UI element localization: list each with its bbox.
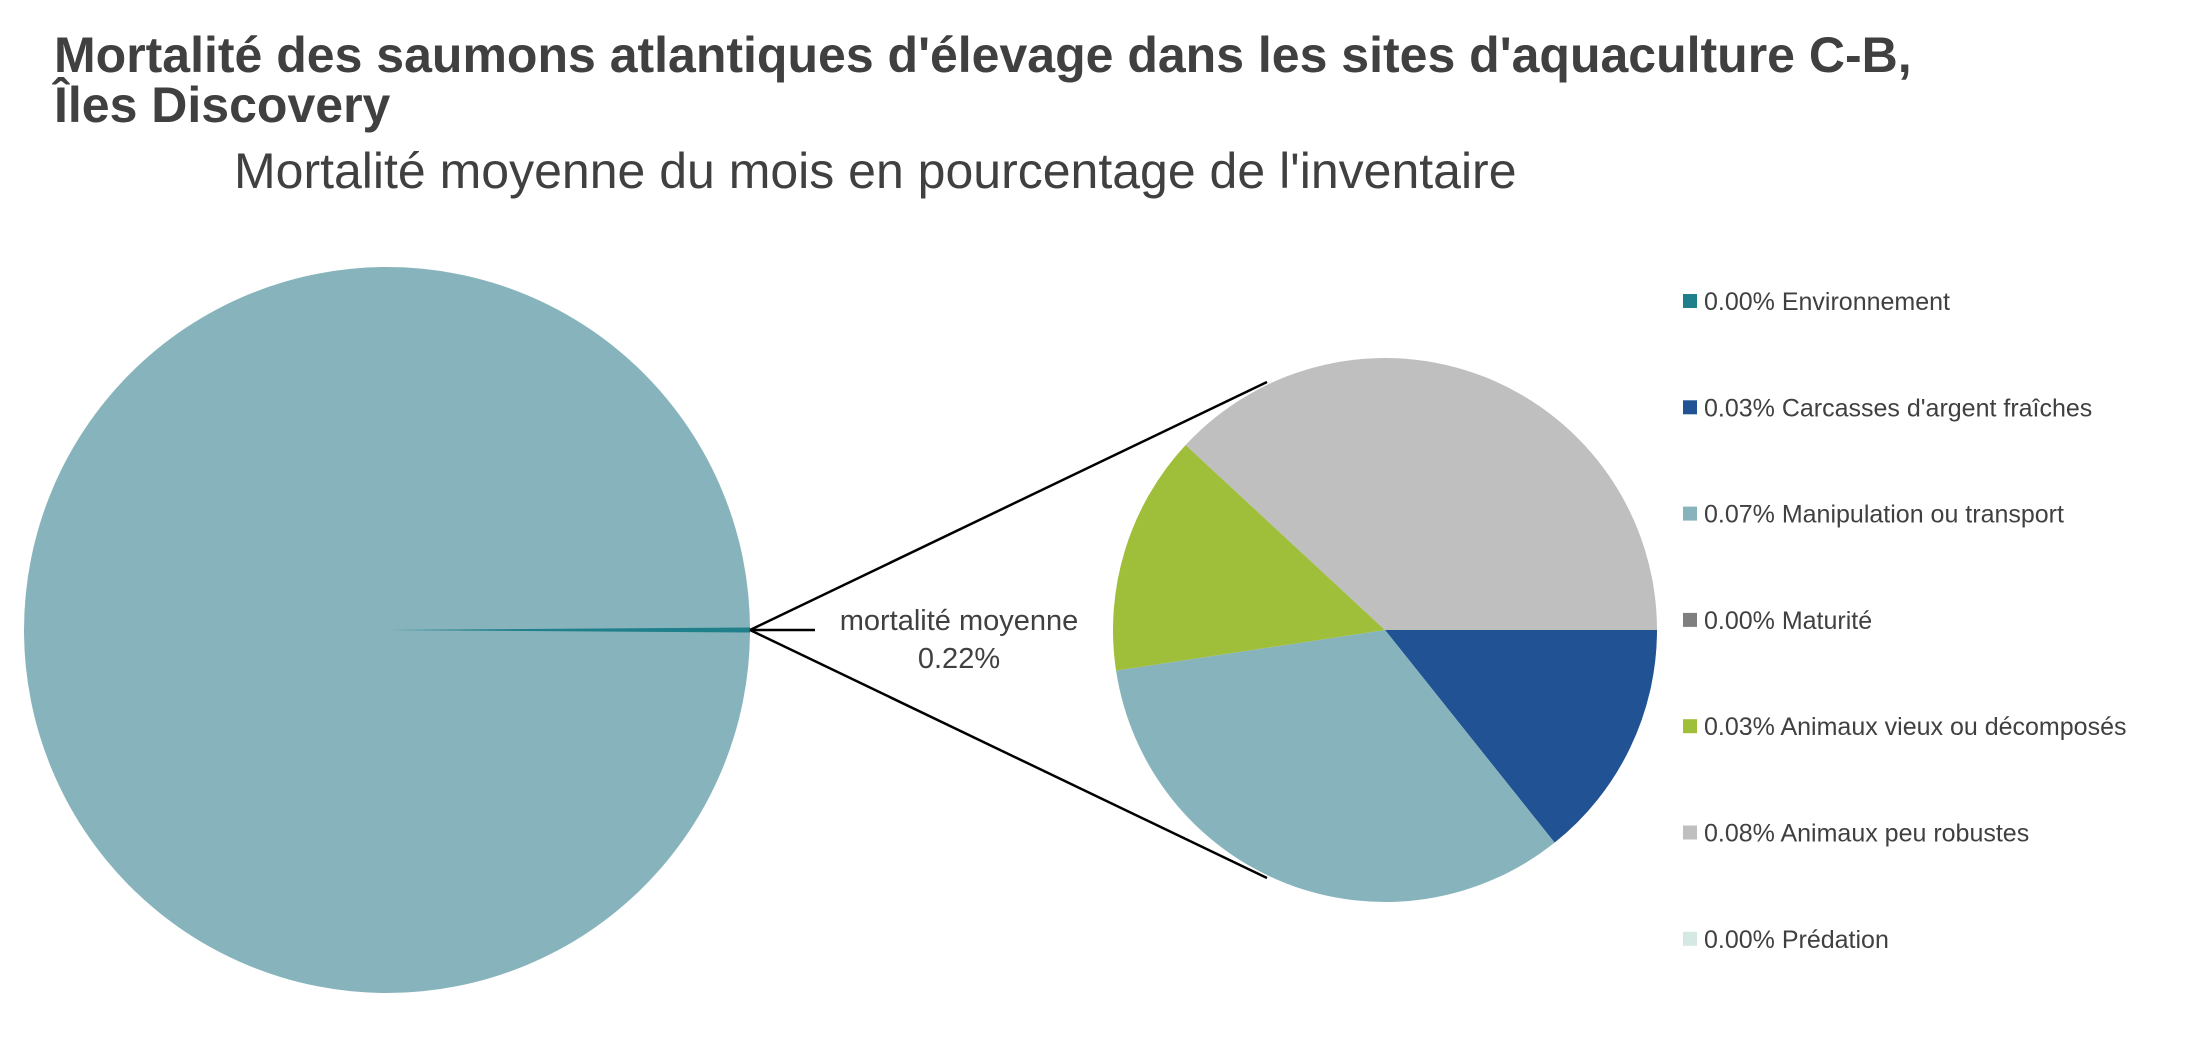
pie-slice-5 [1185,358,1657,630]
secondary-pie [1113,358,1657,902]
legend-entry-3: 0.00% Maturité [1704,607,1872,635]
connector-line-top [749,380,1268,632]
legend-swatch-4 [1683,719,1697,734]
legend-swatch-3 [1683,612,1697,627]
legend-swatch-5 [1683,825,1697,840]
connector-line-bottom [749,628,1268,880]
legend: 0.00% Environnement 0.03% Carcasses d'arg… [1683,288,2126,954]
chart-title-line-1: Mortalité des saumons atlantiques d'élev… [54,27,1912,83]
legend-swatch-0 [1683,294,1697,308]
legend-entry-4: 0.03% Animaux vieux ou décomposés [1704,713,2126,741]
legend-swatch-6 [1683,931,1697,946]
pie-slice-2 [1116,630,1555,902]
main-pie [24,267,750,993]
legend-swatch-2 [1683,506,1697,521]
main-pie-aggregate-slice [387,627,750,633]
pie-slice-4 [1113,444,1385,671]
legend-entry-0: 0.00% Environnement [1704,288,1950,316]
legend-entry-2: 0.07% Manipulation ou transport [1704,501,2064,529]
pie-slice-1 [1385,630,1657,843]
chart-title-line-2: Îles Discovery [51,77,391,133]
aggregate-value-label: 0.22% [918,643,1000,675]
legend-swatch-1 [1683,400,1697,415]
legend-entry-6: 0.00% Prédation [1704,926,1889,954]
legend-entry-1: 0.03% Carcasses d'argent fraîches [1704,394,2092,422]
legend-entry-5: 0.08% Animaux peu robustes [1704,820,2029,848]
chart-subtitle: Mortalité moyenne du mois en pourcentage… [234,143,1517,199]
aggregate-label: mortalité moyenne [840,605,1079,637]
connector-lines [749,380,1268,880]
